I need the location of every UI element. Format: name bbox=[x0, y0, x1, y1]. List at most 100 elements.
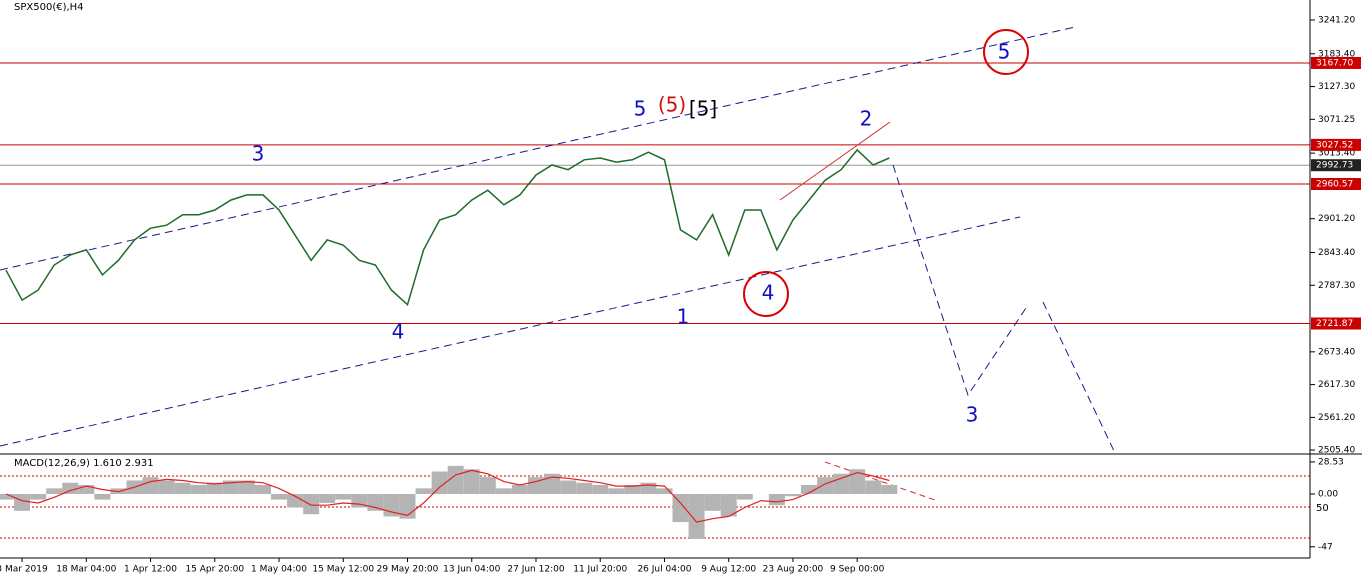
macd-bar bbox=[672, 493, 689, 523]
wave-label: (5) bbox=[658, 93, 686, 117]
x-tick-label: 1 May 04:00 bbox=[251, 565, 307, 575]
circle bbox=[743, 271, 789, 317]
price-level-label: 2721.87 bbox=[1316, 319, 1353, 329]
projection bbox=[892, 164, 1029, 397]
macd-bar bbox=[142, 477, 159, 494]
wave-label: 5 bbox=[634, 97, 647, 121]
macd-title: MACD(12,26,9) 1.610 2.931 bbox=[14, 458, 154, 469]
y-tick-label: 2901.20 bbox=[1318, 214, 1355, 224]
macd-bar bbox=[784, 493, 801, 497]
y-tick-label: 2843.40 bbox=[1318, 248, 1355, 258]
y-tick-label: 3183.40 bbox=[1318, 49, 1355, 59]
y-tick-label: 2787.30 bbox=[1318, 281, 1355, 291]
macd-bar bbox=[287, 493, 304, 508]
y-tick-label: 2673.40 bbox=[1318, 347, 1355, 357]
x-tick-label: 13 Jun 04:00 bbox=[443, 565, 500, 575]
y-tick-label: 2617.30 bbox=[1318, 380, 1355, 390]
price-line bbox=[5, 148, 890, 307]
signal-line bbox=[5, 469, 890, 523]
x-tick-label: 11 Jul 20:00 bbox=[573, 565, 627, 575]
wave-label: 4 bbox=[392, 320, 405, 344]
macd-bar bbox=[720, 493, 737, 517]
macd-bar bbox=[431, 471, 448, 494]
macd-bar bbox=[624, 484, 641, 494]
macd-bar bbox=[367, 493, 384, 511]
circle bbox=[983, 29, 1029, 75]
macd-bar bbox=[206, 482, 223, 494]
macd-bar bbox=[94, 493, 111, 500]
y-tick-label: 3127.30 bbox=[1318, 82, 1355, 92]
macd-bar bbox=[527, 477, 544, 494]
projection bbox=[1042, 301, 1116, 454]
wave-label: 3 bbox=[252, 142, 265, 166]
macd-bar bbox=[303, 493, 320, 515]
x-tick-label: 15 May 12:00 bbox=[312, 565, 374, 575]
macd-bar bbox=[817, 477, 834, 494]
y-tick-label: 28.53 bbox=[1318, 457, 1344, 467]
wave-labels: 5 (5) [5] 3 4 1 2 4 5 3 bbox=[252, 40, 1011, 427]
chart-title: SPX500(€),H4 bbox=[14, 2, 84, 13]
macd-bar bbox=[30, 493, 47, 500]
macd-bar bbox=[463, 469, 480, 494]
wave-label: 5 bbox=[998, 40, 1011, 64]
price-level-label: 2992.73 bbox=[1316, 161, 1353, 171]
macd-bar bbox=[608, 488, 625, 494]
macd-bar bbox=[0, 493, 14, 500]
x-tick-label: 26 Jul 04:00 bbox=[637, 565, 691, 575]
x-tick-label: 27 Jun 12:00 bbox=[507, 565, 564, 575]
macd-bar bbox=[511, 484, 528, 494]
price-level-tag bbox=[1311, 317, 1361, 330]
macd-bar bbox=[881, 484, 898, 494]
y-tick-label: 3071.25 bbox=[1318, 115, 1355, 125]
x-tick-label: 9 Aug 12:00 bbox=[701, 565, 756, 575]
macd-bar bbox=[190, 484, 207, 494]
x-tick-label: 29 May 20:00 bbox=[377, 565, 439, 575]
macd-bar bbox=[158, 480, 175, 494]
y-tick-label: 3241.20 bbox=[1318, 15, 1355, 25]
macd-bar bbox=[479, 477, 496, 494]
macd-bar bbox=[335, 493, 352, 500]
macd-bar bbox=[62, 482, 79, 494]
x-tick-label: 1 Apr 12:00 bbox=[124, 565, 177, 575]
macd-bar bbox=[592, 484, 609, 494]
macd-bar bbox=[736, 493, 753, 500]
wave-label: 4 bbox=[762, 281, 775, 305]
macd-bar bbox=[865, 480, 882, 494]
macd-bar bbox=[495, 488, 512, 494]
macd-bar bbox=[78, 484, 95, 494]
macd-bar bbox=[801, 484, 817, 494]
macd-bar bbox=[415, 488, 432, 494]
macd-bar bbox=[174, 482, 191, 494]
upper-channel bbox=[0, 26, 1076, 271]
y-tick-label: 0.00 bbox=[1318, 489, 1338, 499]
wave-label: 1 bbox=[677, 305, 690, 329]
macd-bar bbox=[849, 469, 866, 494]
macd-bar bbox=[447, 465, 464, 494]
y-tick-label: 2561.20 bbox=[1318, 413, 1355, 423]
macd-bar bbox=[768, 493, 785, 506]
macd-bar bbox=[319, 493, 336, 503]
macd-bar bbox=[656, 488, 673, 494]
macd-bar bbox=[640, 482, 657, 494]
macd-bar bbox=[576, 482, 593, 494]
channel bbox=[0, 26, 1116, 454]
trendline bbox=[779, 121, 891, 201]
price-level-label: 3167.70 bbox=[1316, 58, 1353, 68]
macd-bar bbox=[254, 484, 271, 494]
y-tick-label: 2505.40 bbox=[1318, 446, 1355, 456]
price-level-label: 3027.52 bbox=[1316, 140, 1353, 150]
y-tick-label: -47 bbox=[1318, 542, 1333, 552]
macd-bar bbox=[688, 493, 705, 539]
price-level-tag bbox=[1311, 177, 1361, 190]
axis-label: 50 bbox=[1316, 503, 1329, 514]
x-tick-label: 3 Mar 2019 bbox=[0, 565, 48, 575]
macd-bar bbox=[271, 493, 288, 500]
macd-bar bbox=[222, 480, 239, 494]
wave-label: [5] bbox=[689, 97, 717, 121]
macd-bar bbox=[560, 480, 577, 494]
macd-bar bbox=[704, 493, 721, 511]
price-level-tag bbox=[1311, 159, 1361, 172]
lower-channel bbox=[0, 216, 1021, 447]
macd-bar bbox=[238, 480, 255, 494]
wave-label: 3 bbox=[966, 403, 979, 427]
